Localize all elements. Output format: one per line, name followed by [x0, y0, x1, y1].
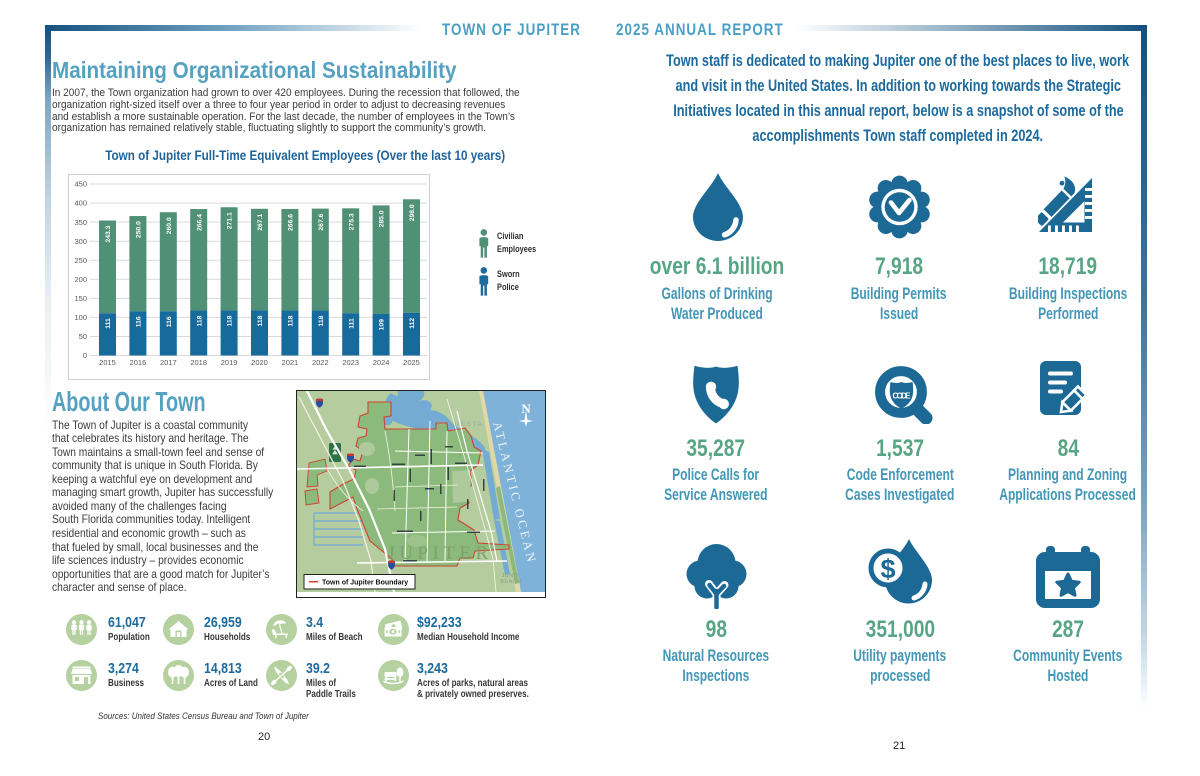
- svg-text:243.3: 243.3: [105, 225, 112, 242]
- svg-text:267.1: 267.1: [257, 214, 264, 231]
- svg-text:118: 118: [318, 315, 325, 326]
- svg-text:118: 118: [196, 315, 203, 326]
- svg-text:2015: 2015: [99, 358, 116, 367]
- svg-text:118: 118: [227, 315, 234, 326]
- svg-text:150: 150: [74, 294, 87, 303]
- svg-text:116: 116: [166, 316, 173, 327]
- svg-text:TEQUESTA: TEQUESTA: [437, 421, 484, 428]
- svg-text:JUNO: JUNO: [502, 573, 519, 579]
- svg-text:2018: 2018: [190, 358, 207, 367]
- svg-text:271.1: 271.1: [227, 212, 234, 229]
- svg-text:267.6: 267.6: [318, 213, 325, 230]
- svg-text:266.6: 266.6: [288, 214, 295, 231]
- svg-text:250: 250: [74, 256, 87, 265]
- svg-text:260.0: 260.0: [166, 217, 173, 234]
- svg-text:111: 111: [105, 318, 112, 329]
- svg-text:0: 0: [83, 351, 87, 360]
- svg-text:BEACH: BEACH: [500, 579, 521, 585]
- svg-text:300: 300: [74, 237, 87, 246]
- svg-text:350: 350: [74, 218, 87, 227]
- svg-text:400: 400: [74, 199, 87, 208]
- svg-text:2023: 2023: [342, 358, 359, 367]
- svg-text:2019: 2019: [221, 358, 238, 367]
- svg-text:JUPITER: JUPITER: [387, 543, 492, 564]
- svg-text:2016: 2016: [130, 358, 147, 367]
- svg-text:Town of Jupiter Boundary: Town of Jupiter Boundary: [322, 579, 408, 586]
- svg-text:112: 112: [409, 318, 416, 329]
- svg-text:266.4: 266.4: [196, 214, 203, 231]
- svg-text:200: 200: [74, 275, 87, 284]
- svg-text:250.0: 250.0: [136, 221, 143, 238]
- svg-text:2024: 2024: [373, 358, 390, 367]
- svg-text:298.0: 298.0: [409, 204, 416, 221]
- svg-text:$: $: [880, 554, 895, 584]
- svg-text:118: 118: [288, 315, 295, 326]
- svg-text:100: 100: [74, 313, 87, 322]
- svg-text:2025: 2025: [403, 358, 420, 367]
- svg-text:50: 50: [79, 332, 87, 341]
- svg-text:450: 450: [74, 180, 87, 189]
- svg-text:111: 111: [348, 318, 355, 329]
- svg-text:N: N: [521, 401, 531, 416]
- svg-text:CODE: CODE: [892, 392, 910, 401]
- svg-text:2020: 2020: [251, 358, 268, 367]
- svg-text:109: 109: [379, 319, 386, 331]
- svg-text:2021: 2021: [282, 358, 299, 367]
- svg-text:285.0: 285.0: [379, 210, 386, 227]
- svg-text:2017: 2017: [160, 358, 177, 367]
- svg-text:2022: 2022: [312, 358, 329, 367]
- svg-text:275.3: 275.3: [348, 213, 355, 230]
- svg-text:118: 118: [257, 315, 264, 326]
- svg-text:116: 116: [136, 316, 143, 327]
